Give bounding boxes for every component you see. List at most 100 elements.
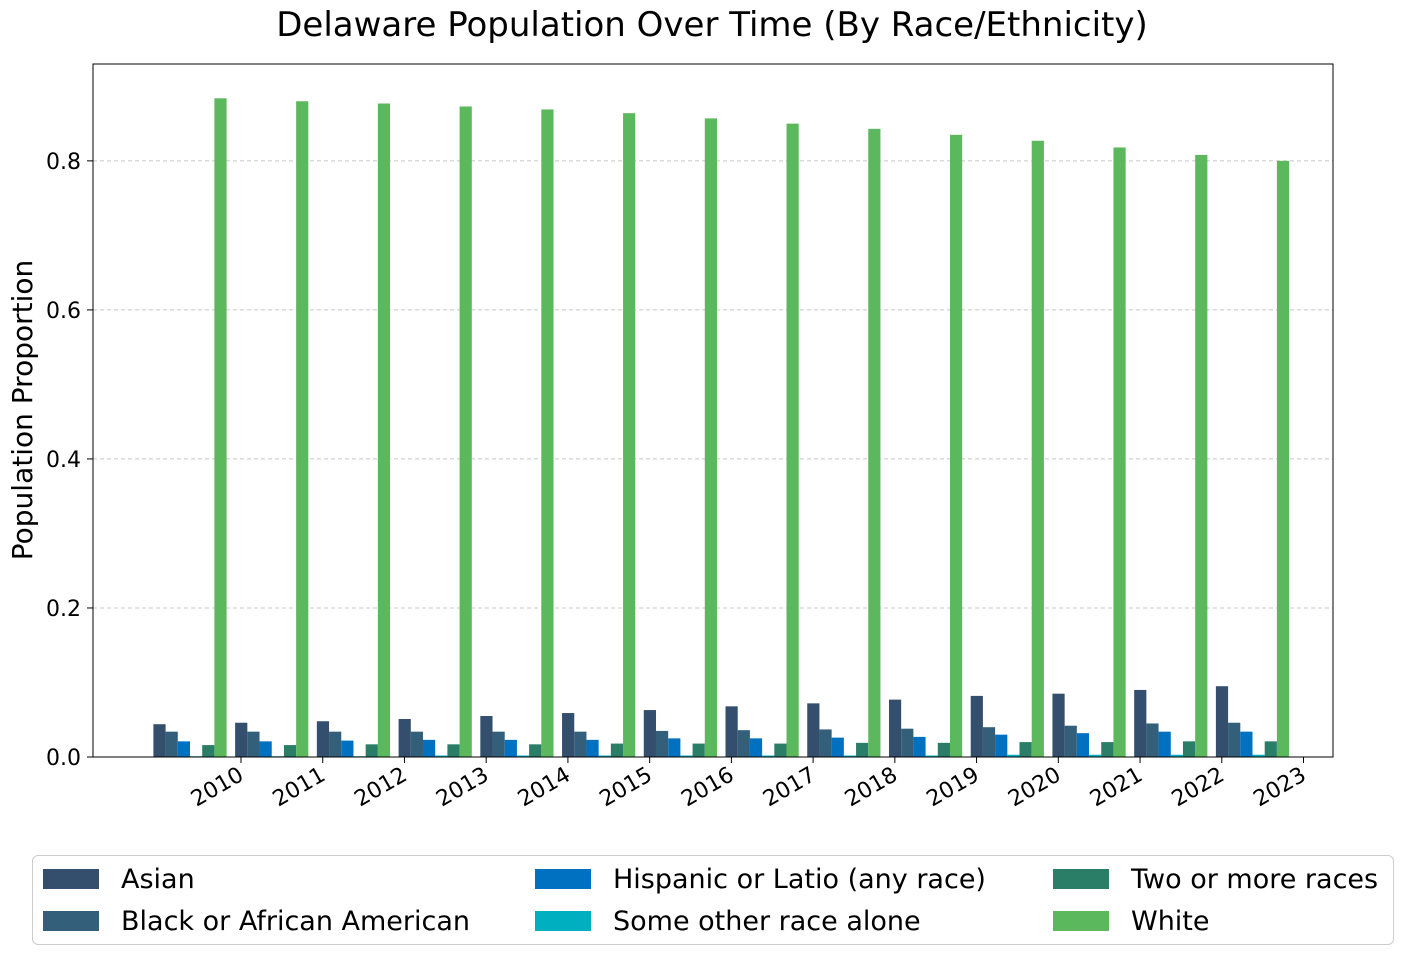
bar (1019, 742, 1032, 757)
bar (1089, 754, 1102, 757)
bar (202, 745, 215, 757)
bar (1158, 731, 1171, 757)
x-tick-label: 2019 (923, 763, 984, 813)
bar (1113, 147, 1126, 757)
y-axis-label: Population Proportion (6, 260, 39, 560)
bar (692, 743, 705, 757)
bar (1276, 160, 1290, 757)
y-tick-label: 0.8 (46, 150, 81, 175)
bars (153, 98, 1290, 758)
bar (447, 744, 460, 757)
bar (610, 743, 624, 757)
bar (492, 731, 505, 757)
legend-swatch (43, 869, 99, 889)
bar (541, 109, 554, 758)
bar (398, 718, 411, 757)
bar (1264, 741, 1277, 757)
bar (235, 722, 248, 757)
bar (1240, 731, 1253, 757)
bar (177, 741, 190, 757)
bar (888, 699, 902, 757)
legend-item: Some other race alone (535, 901, 921, 941)
legend: Asian Black or African American Hispanic o… (32, 855, 1394, 945)
bar (410, 731, 423, 757)
bar (574, 731, 587, 757)
bar (422, 739, 436, 757)
bar (529, 744, 542, 757)
bar (643, 710, 656, 757)
x-tick-label: 2017 (759, 763, 820, 813)
x-tick-label: 2014 (514, 763, 575, 813)
bar (807, 703, 820, 757)
bar (949, 134, 963, 757)
bar (819, 729, 832, 757)
bar (925, 755, 938, 757)
legend-item: White (1053, 901, 1210, 941)
bar (1182, 741, 1196, 757)
x-tick-label: 2016 (677, 763, 738, 813)
x-tick-label: 2013 (432, 763, 493, 813)
x-tick-label: 2012 (350, 763, 411, 813)
bar (459, 106, 472, 758)
bar (377, 103, 391, 758)
bar (283, 745, 297, 757)
legend-item: Two or more races (1053, 859, 1378, 899)
y-ticks: 0.0 0.2 0.4 0.6 0.8 (46, 150, 93, 771)
y-tick-label: 0.4 (46, 448, 81, 473)
x-tick-label: 2022 (1168, 763, 1229, 813)
bar (725, 706, 738, 757)
bar (680, 755, 693, 757)
legend-label: White (1131, 905, 1210, 937)
bar (1052, 693, 1065, 757)
x-ticks: 2010 2011 2012 2013 2014 2015 2016 2017 2018 2019… (187, 757, 1311, 813)
bar (247, 731, 260, 757)
bar (856, 742, 869, 757)
bar (296, 101, 309, 758)
bar (153, 724, 166, 757)
legend-label: Two or more races (1131, 863, 1379, 895)
bar (1195, 154, 1208, 758)
bar (982, 727, 996, 757)
bar (762, 755, 775, 757)
bar (365, 744, 378, 757)
bar (623, 113, 636, 757)
legend-item: Black or African American (43, 901, 470, 941)
bar (165, 731, 178, 757)
bar (868, 128, 881, 757)
x-tick-label: 2020 (1004, 763, 1065, 813)
bar (786, 123, 799, 757)
bar (586, 739, 599, 757)
bar (1252, 754, 1265, 757)
legend-label: Hispanic or Latio (any race) (613, 863, 986, 895)
chart: Delaware Population Over Time (By Race/E… (6, 5, 1334, 813)
legend-item: Hispanic or Latio (any race) (535, 859, 986, 899)
legend-label: Asian (121, 863, 195, 895)
legend-item: Asian (43, 859, 195, 899)
bar (774, 743, 787, 757)
bar (843, 755, 857, 757)
bar (704, 118, 717, 757)
legend-swatch (535, 911, 591, 931)
legend-swatch (1053, 869, 1109, 889)
bar (1031, 140, 1044, 758)
x-tick-label: 2015 (596, 763, 657, 813)
y-tick-label: 0.6 (46, 299, 81, 324)
bar (668, 738, 681, 757)
bar (480, 716, 493, 757)
plot-frame (92, 63, 1334, 758)
bar (562, 713, 575, 757)
bar (435, 755, 448, 757)
bar (937, 742, 950, 757)
bar (913, 736, 926, 757)
x-tick-label: 2011 (269, 763, 330, 813)
bar (341, 740, 354, 757)
bar (831, 737, 844, 757)
bar (516, 755, 530, 757)
bar (970, 695, 983, 757)
bar (1146, 723, 1159, 757)
bar (214, 98, 227, 758)
bar (1101, 742, 1114, 757)
y-tick-label: 0.0 (46, 746, 81, 771)
bar (316, 721, 330, 757)
bar (995, 734, 1008, 757)
